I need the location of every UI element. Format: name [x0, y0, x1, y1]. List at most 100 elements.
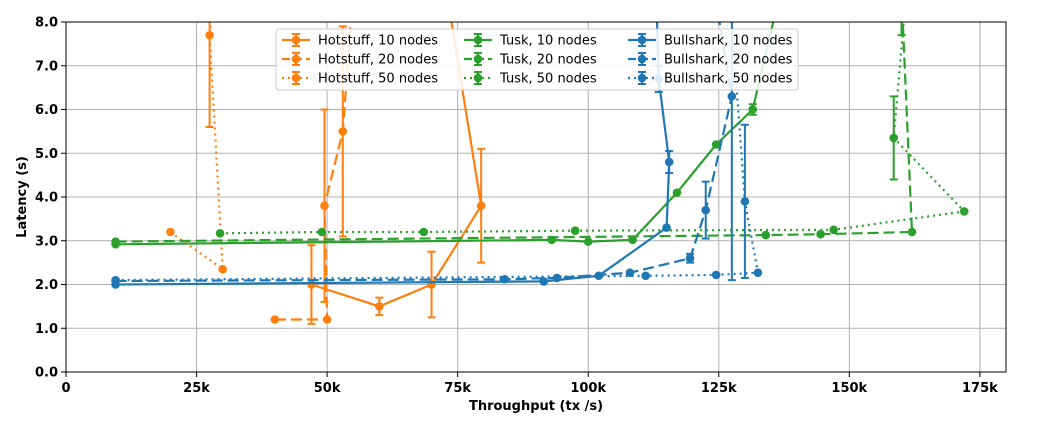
- data-point: [317, 227, 327, 237]
- legend-item: Hotstuff, 10 nodes: [282, 33, 438, 49]
- legend-item: Hotstuff, 50 nodes: [282, 71, 438, 87]
- y-tick-label: 0.0: [35, 366, 58, 381]
- series-tusk-20-nodes: [111, 22, 917, 246]
- legend-item: Tusk, 50 nodes: [464, 71, 597, 87]
- y-tick-label: 7.0: [35, 59, 58, 74]
- y-tick-label: 2.0: [35, 278, 58, 293]
- legend-item: Bullshark, 50 nodes: [628, 71, 793, 87]
- y-axis-title: Latency (s): [15, 156, 30, 238]
- series-line: [115, 22, 775, 246]
- data-point: [701, 205, 711, 215]
- x-tick-label: 25k: [183, 381, 210, 396]
- y-tick-label: 4.0: [35, 191, 58, 206]
- series-tusk-10-nodes: [111, 22, 775, 249]
- legend-label: Tusk, 20 nodes: [499, 53, 597, 68]
- legend-swatch-marker: [637, 54, 647, 64]
- y-tick-label: 6.0: [35, 103, 58, 118]
- data-point: [111, 237, 120, 246]
- x-tick-label: 125k: [701, 381, 737, 396]
- data-point: [570, 226, 580, 235]
- x-tick-label: 150k: [831, 381, 867, 396]
- x-axis-title: Throughput (tx /s): [469, 399, 603, 414]
- legend-swatch-marker: [473, 54, 483, 64]
- legend-swatch-marker: [291, 73, 301, 83]
- legend-item: Tusk, 10 nodes: [464, 33, 597, 49]
- data-point: [322, 315, 332, 324]
- legend-swatch-marker: [291, 35, 301, 45]
- legend-label: Hotstuff, 10 nodes: [318, 34, 438, 49]
- series-bullshark-50-nodes: [111, 22, 763, 285]
- data-point: [500, 274, 509, 284]
- x-tick-label: 75k: [444, 381, 471, 396]
- legend-box: [275, 28, 799, 91]
- data-point: [685, 253, 695, 263]
- series-line: [115, 22, 759, 282]
- x-tick-label: 0: [61, 381, 70, 396]
- data-point: [748, 105, 758, 114]
- x-tick-label: 50k: [314, 381, 341, 396]
- data-point: [672, 188, 682, 197]
- legend-label: Bullshark, 10 nodes: [664, 34, 793, 49]
- data-point: [338, 127, 348, 136]
- legend-label: Bullshark, 20 nodes: [664, 53, 793, 68]
- data-point: [218, 264, 227, 274]
- data-point: [270, 315, 280, 324]
- data-point: [320, 201, 329, 211]
- data-point: [959, 207, 969, 216]
- legend-item: Bullshark, 20 nodes: [628, 52, 793, 68]
- data-point: [761, 230, 771, 240]
- data-point: [907, 227, 917, 237]
- series-layer: [111, 22, 969, 325]
- legend-label: Bullshark, 50 nodes: [664, 72, 793, 87]
- y-tick-label: 3.0: [35, 234, 58, 249]
- series-line: [115, 22, 733, 283]
- data-point: [829, 225, 838, 235]
- data-point: [166, 227, 175, 237]
- series-hotstuff-20-nodes: [270, 22, 352, 324]
- legend-item: Hotstuff, 20 nodes: [282, 52, 438, 68]
- data-point: [662, 223, 671, 232]
- data-point: [307, 280, 316, 289]
- data-point: [889, 133, 899, 143]
- data-point: [583, 237, 593, 246]
- legend: Hotstuff, 10 nodes Hotstuff, 20 nodes Hots…: [275, 28, 799, 91]
- legend-swatch-marker: [637, 35, 647, 45]
- data-point: [641, 271, 650, 281]
- y-tick-label: 8.0: [35, 16, 58, 31]
- series-tusk-50-nodes: [215, 22, 969, 238]
- legend-label: Tusk, 50 nodes: [499, 72, 597, 87]
- data-point: [711, 140, 721, 149]
- y-tick-label: 1.0: [35, 322, 58, 337]
- legend-label: Tusk, 10 nodes: [499, 34, 597, 49]
- data-point: [552, 273, 562, 283]
- data-point: [215, 229, 225, 238]
- data-point: [111, 275, 120, 285]
- data-point: [419, 227, 429, 237]
- y-tick-label: 5.0: [35, 147, 58, 162]
- x-tick-label: 175k: [962, 381, 998, 396]
- data-point: [727, 92, 737, 101]
- series-line: [169, 22, 224, 271]
- data-point: [205, 30, 214, 40]
- legend-item: Bullshark, 10 nodes: [628, 33, 793, 49]
- data-point: [740, 197, 750, 206]
- legend-swatch-marker: [637, 73, 647, 83]
- x-tick-label: 100k: [570, 381, 606, 396]
- data-point: [753, 268, 763, 277]
- series-bullshark-20-nodes: [111, 22, 737, 286]
- legend-swatch-marker: [291, 54, 301, 64]
- data-point: [628, 235, 637, 245]
- data-point: [816, 229, 825, 239]
- data-point: [476, 201, 486, 211]
- axes: 0 25k 50k 75k 100k 125k 150k 175k 0.0 1.0 2.0 3.0 4.…: [35, 16, 998, 397]
- legend-swatch-marker: [473, 35, 483, 45]
- legend-label: Hotstuff, 50 nodes: [318, 72, 438, 87]
- legend-item: Tusk, 20 nodes: [464, 52, 597, 68]
- data-point: [664, 157, 674, 167]
- data-point: [711, 270, 721, 280]
- legend-label: Hotstuff, 20 nodes: [318, 53, 438, 68]
- series-hotstuff-50-nodes: [166, 22, 227, 274]
- legend-swatch-marker: [473, 73, 483, 83]
